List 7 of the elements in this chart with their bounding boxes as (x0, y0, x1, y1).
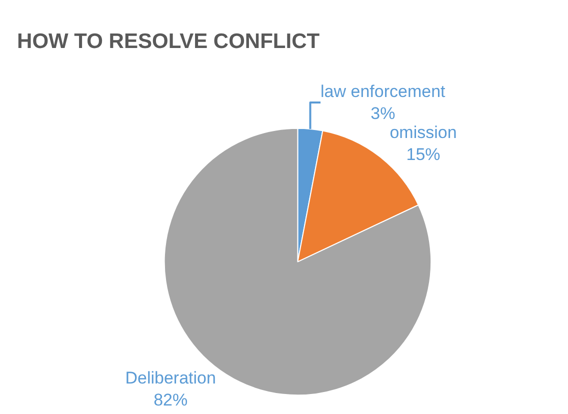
data-label: 82% (154, 390, 188, 410)
data-label: 15% (406, 145, 440, 164)
slice-label: law enforcement (320, 82, 446, 101)
slice-label: Deliberation (125, 368, 216, 388)
slice-label: omission (390, 123, 457, 142)
data-label: 3% (370, 104, 396, 124)
chart-title: HOW TO RESOLVE CONFLICT (17, 30, 320, 53)
